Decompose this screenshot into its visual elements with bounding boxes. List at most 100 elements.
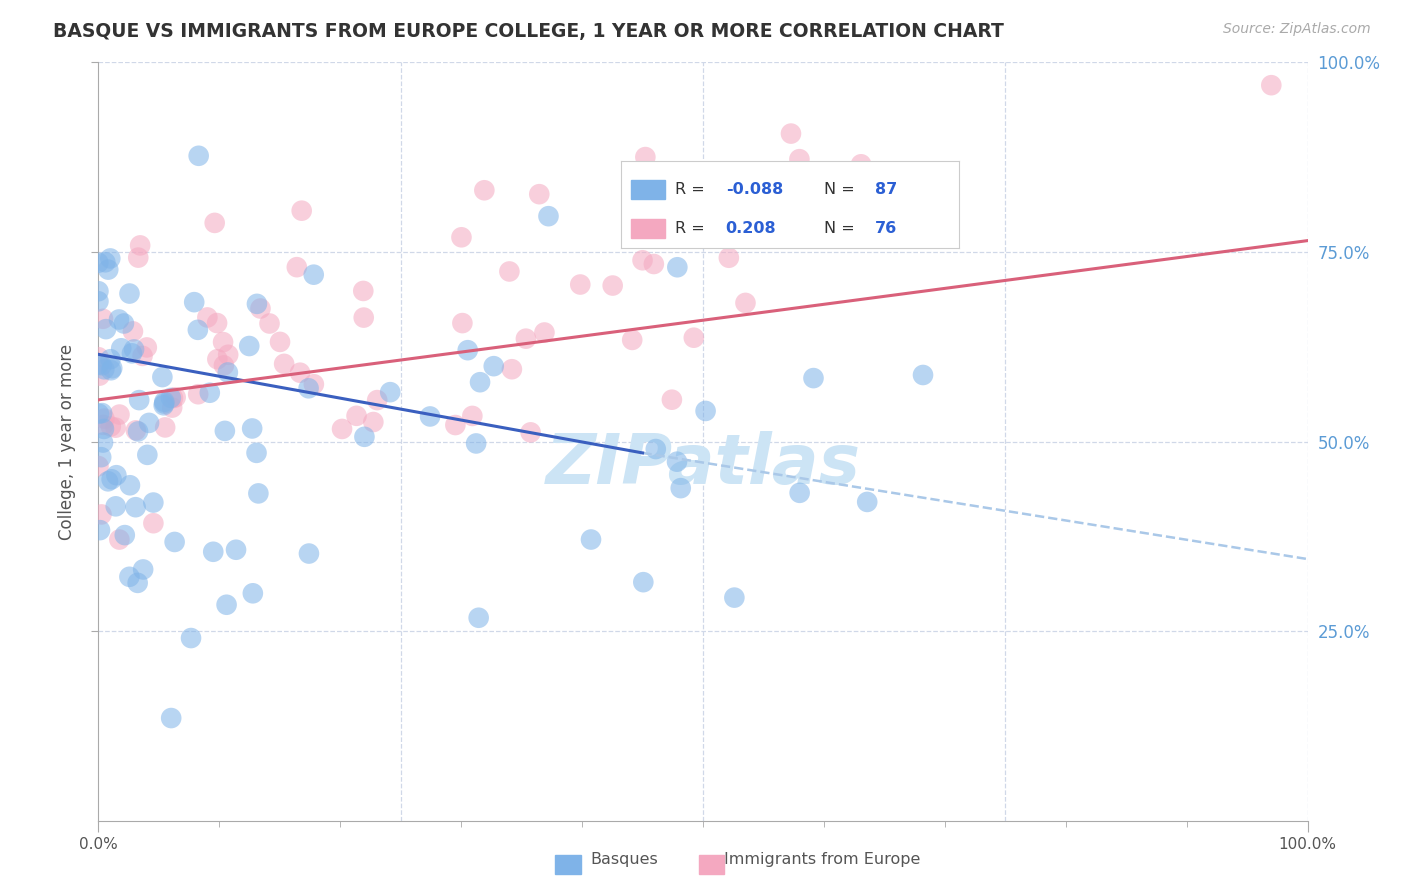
Point [214,424,236,438]
Point [108,533,131,547]
Point [165,390,187,404]
Point [131,349,153,363]
Point [118,478,141,492]
Point [363,415,385,429]
Point [152,398,174,412]
Point [352,284,374,298]
Point [259,317,281,331]
Point [273,357,295,371]
Text: BASQUE VS IMMIGRANTS FROM EUROPE COLLEGE, 1 YEAR OR MORE CORRELATION CHART: BASQUE VS IMMIGRANTS FROM EUROPE COLLEGE… [53,22,1004,41]
Point [212,335,235,350]
Point [346,409,368,423]
Point [198,385,221,400]
Point [533,326,555,340]
Point [537,209,560,223]
Point [215,598,238,612]
Point [105,468,128,483]
Point [97,475,120,489]
Point [104,500,127,514]
Point [621,333,644,347]
Point [101,361,124,376]
Point [153,396,176,410]
Point [291,203,314,218]
Point [100,472,122,486]
Point [125,423,148,437]
Point [207,352,229,367]
Point [789,152,811,166]
Point [187,323,209,337]
Point [180,631,202,645]
Point [187,387,209,401]
Point [160,401,183,415]
Point [153,420,176,434]
Point [110,341,132,355]
Point [127,425,149,439]
Point [716,224,738,238]
Point [643,257,665,271]
Point [803,371,825,385]
Point [519,425,541,440]
Point [849,157,872,171]
Point [353,310,375,325]
Point [451,316,474,330]
Point [602,278,624,293]
Point [100,363,122,377]
Point [240,421,263,435]
Point [104,420,127,434]
Point [247,486,270,500]
Point [108,312,131,326]
Point [723,591,745,605]
Point [91,417,114,432]
Point [225,542,247,557]
Point [87,358,110,372]
Point [1260,78,1282,92]
Point [195,310,218,325]
Point [717,251,740,265]
Point [91,435,114,450]
Point [297,381,319,395]
Point [482,359,505,373]
Point [160,711,183,725]
Point [138,416,160,430]
Point [419,409,441,424]
Point [633,575,655,590]
Point [87,284,110,298]
Point [135,341,157,355]
Point [122,324,145,338]
Point [669,481,692,495]
Point [142,516,165,531]
Point [330,422,353,436]
Point [205,316,228,330]
Point [644,442,666,456]
Y-axis label: College, 1 year or more: College, 1 year or more [58,343,76,540]
Point [136,448,159,462]
Point [142,495,165,509]
Point [97,262,120,277]
Point [94,255,117,269]
Point [91,311,114,326]
Point [212,359,235,373]
Point [204,216,226,230]
Point [682,331,704,345]
Text: Immigrants from Europe: Immigrants from Europe [724,852,921,867]
Point [465,436,488,450]
Point [87,256,110,270]
Point [450,230,472,244]
Point [380,385,402,400]
Point [246,297,269,311]
Point [529,187,551,202]
Point [128,393,150,408]
Point [183,295,205,310]
Point [187,149,209,163]
Point [163,535,186,549]
Point [93,362,115,376]
Point [288,366,311,380]
Point [285,260,308,275]
Point [124,500,146,515]
Point [91,406,114,420]
Point [87,350,110,364]
Point [238,339,260,353]
Point [515,332,537,346]
Point [112,317,135,331]
Point [666,455,689,469]
